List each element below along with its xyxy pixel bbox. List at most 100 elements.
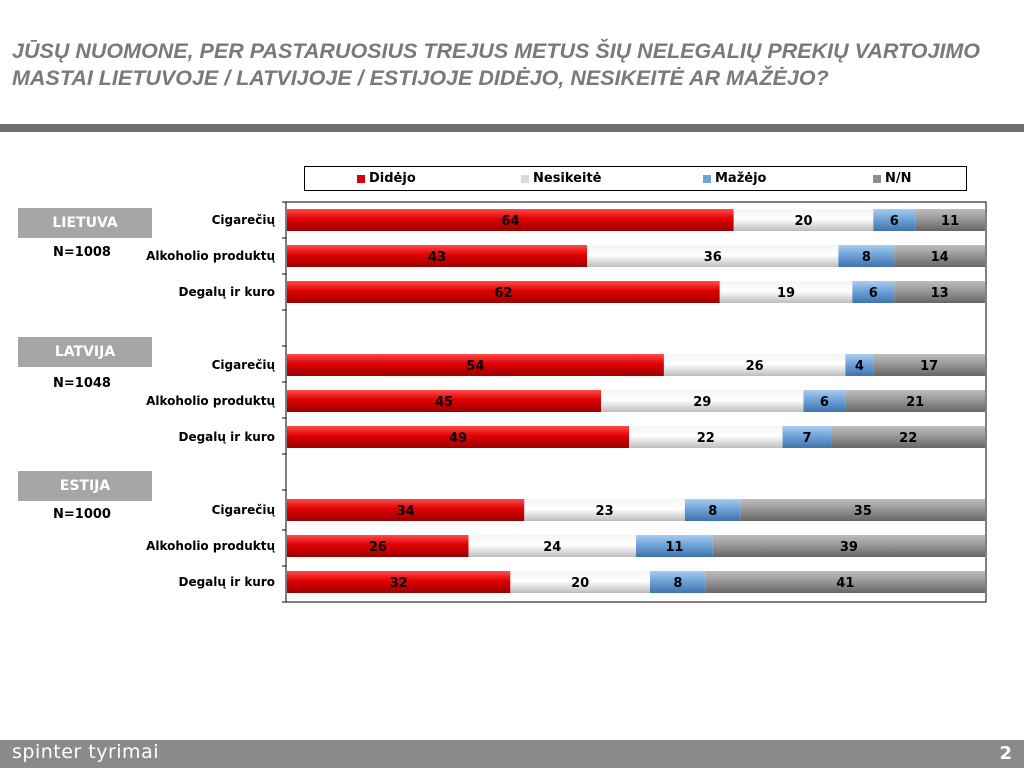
bar-estija-alkoholio-produktu-didejo <box>287 535 469 557</box>
value-label-lietuva-degalu-ir-kuro-nesikeite: 19 <box>777 286 795 301</box>
page-number: 2 <box>999 743 1012 764</box>
category-label-latvija-cigareciu: Cigarečių <box>212 358 276 372</box>
bar-lietuva-degalu-ir-kuro-n-n <box>894 281 985 303</box>
bar-latvija-cigareciu-mazejo <box>845 354 874 376</box>
bar-lietuva-alkoholio-produktu-nesikeite <box>587 245 839 267</box>
sample-size-estija: N=1000 <box>53 507 111 522</box>
country-box-lietuva: LIETUVA <box>18 208 152 238</box>
bar-estija-alkoholio-produktu-mazejo <box>636 535 713 557</box>
legend-swatch-nn <box>873 174 881 183</box>
bar-lietuva-degalu-ir-kuro-nesikeite <box>719 281 853 303</box>
legend-item-nesikeite: Nesikeitė <box>521 171 602 186</box>
value-label-latvija-alkoholio-produktu-mazejo: 6 <box>820 395 829 410</box>
bar-estija-cigareciu-n-n <box>740 499 985 521</box>
value-label-estija-alkoholio-produktu-mazejo: 11 <box>665 540 683 555</box>
bar-estija-cigareciu-nesikeite <box>524 499 685 521</box>
value-label-lietuva-cigareciu-nesikeite: 20 <box>794 214 812 229</box>
value-label-latvija-cigareciu-mazejo: 4 <box>855 359 864 374</box>
bar-latvija-degalu-ir-kuro-didejo <box>287 426 630 448</box>
legend-label-didejo: Didėjo <box>369 171 416 186</box>
category-label-estija-alkoholio-produktu: Alkoholio produktų <box>146 539 275 553</box>
value-label-estija-cigareciu-mazejo: 8 <box>708 504 717 519</box>
value-label-latvija-degalu-ir-kuro-nesikeite: 22 <box>697 431 715 446</box>
value-label-latvija-alkoholio-produktu-didejo: 45 <box>435 395 453 410</box>
legend-swatch-didejo <box>357 174 365 183</box>
bar-latvija-cigareciu-nesikeite <box>663 354 846 376</box>
country-box-estija: ESTIJA <box>18 471 152 501</box>
value-label-lietuva-alkoholio-produktu-mazejo: 8 <box>862 250 871 265</box>
value-label-estija-cigareciu-nesikeite: 23 <box>596 504 614 519</box>
bar-estija-alkoholio-produktu-n-n <box>712 535 985 557</box>
value-label-estija-degalu-ir-kuro-didejo: 32 <box>390 576 408 591</box>
bar-latvija-alkoholio-produktu-n-n <box>845 390 985 412</box>
category-label-latvija-alkoholio-produktu: Alkoholio produktų <box>146 394 275 408</box>
value-label-lietuva-degalu-ir-kuro-mazejo: 6 <box>869 286 878 301</box>
bar-lietuva-alkoholio-produktu-didejo <box>287 245 588 267</box>
value-label-lietuva-alkoholio-produktu-didejo: 43 <box>428 250 446 265</box>
legend-swatch-mazejo <box>703 174 711 183</box>
bar-lietuva-degalu-ir-kuro-mazejo <box>852 281 895 303</box>
bar-latvija-degalu-ir-kuro-mazejo <box>782 426 832 448</box>
bar-latvija-alkoholio-produktu-didejo <box>287 390 602 412</box>
bar-latvija-degalu-ir-kuro-nesikeite <box>629 426 783 448</box>
legend-item-mazejo: Mažėjo <box>703 171 766 186</box>
value-label-lietuva-degalu-ir-kuro-n-n: 13 <box>931 286 949 301</box>
value-label-estija-degalu-ir-kuro-mazejo: 8 <box>673 576 682 591</box>
bar-lietuva-alkoholio-produktu-n-n <box>894 245 985 267</box>
value-label-estija-degalu-ir-kuro-n-n: 41 <box>836 576 854 591</box>
bar-lietuva-degalu-ir-kuro-didejo <box>287 281 720 303</box>
value-label-estija-alkoholio-produktu-n-n: 39 <box>840 540 858 555</box>
value-label-lietuva-alkoholio-produktu-n-n: 14 <box>931 250 949 265</box>
value-label-lietuva-alkoholio-produktu-nesikeite: 36 <box>704 250 722 265</box>
bar-lietuva-alkoholio-produktu-mazejo <box>838 245 895 267</box>
bar-lietuva-cigareciu-n-n <box>915 209 985 231</box>
value-label-latvija-degalu-ir-kuro-didejo: 49 <box>449 431 467 446</box>
footer-bar: spinter tyrimai 2 <box>0 740 1024 768</box>
bar-estija-cigareciu-didejo <box>287 499 525 521</box>
value-label-lietuva-cigareciu-didejo: 64 <box>501 214 519 229</box>
value-label-latvija-cigareciu-nesikeite: 26 <box>746 359 764 374</box>
bar-lietuva-cigareciu-mazejo <box>873 209 916 231</box>
value-label-lietuva-cigareciu-mazejo: 6 <box>890 214 899 229</box>
legend-label-mazejo: Mažėjo <box>715 171 767 186</box>
bar-latvija-alkoholio-produktu-mazejo <box>803 390 846 412</box>
value-label-estija-alkoholio-produktu-nesikeite: 24 <box>543 540 561 555</box>
slide-title: JŪSŲ NUOMONE, PER PASTARUOSIUS TREJUS ME… <box>12 39 981 90</box>
bar-lietuva-cigareciu-nesikeite <box>733 209 874 231</box>
category-label-latvija-degalu-ir-kuro: Degalų ir kuro <box>178 430 275 444</box>
legend-label-nesikeite: Nesikeitė <box>533 171 602 186</box>
value-label-latvija-alkoholio-produktu-nesikeite: 29 <box>693 395 711 410</box>
category-label-lietuva-degalu-ir-kuro: Degalų ir kuro <box>178 285 275 299</box>
value-label-latvija-alkoholio-produktu-n-n: 21 <box>906 395 924 410</box>
category-label-lietuva-alkoholio-produktu: Alkoholio produktų <box>146 249 275 263</box>
category-label-estija-degalu-ir-kuro: Degalų ir kuro <box>178 575 275 589</box>
bar-estija-cigareciu-mazejo <box>684 499 741 521</box>
value-label-latvija-degalu-ir-kuro-mazejo: 7 <box>802 431 811 446</box>
brand-logo-text: spinter tyrimai <box>12 741 159 763</box>
bar-estija-degalu-ir-kuro-n-n <box>705 571 985 593</box>
bar-estija-alkoholio-produktu-nesikeite <box>468 535 636 557</box>
bar-latvija-degalu-ir-kuro-n-n <box>831 426 985 448</box>
sample-size-lietuva: N=1008 <box>53 245 111 260</box>
value-label-latvija-cigareciu-didejo: 54 <box>466 359 484 374</box>
chart-legend: Didėjo Nesikeitė Mažėjo N/N <box>304 166 967 191</box>
legend-item-nn: N/N <box>873 171 912 186</box>
category-label-lietuva-cigareciu: Cigarečių <box>212 213 276 227</box>
value-label-estija-cigareciu-n-n: 35 <box>854 504 872 519</box>
bar-latvija-alkoholio-produktu-nesikeite <box>601 390 804 412</box>
bar-latvija-cigareciu-didejo <box>287 354 664 376</box>
legend-swatch-nesikeite <box>521 174 529 183</box>
value-label-lietuva-degalu-ir-kuro-didejo: 62 <box>494 286 512 301</box>
value-label-estija-degalu-ir-kuro-nesikeite: 20 <box>571 576 589 591</box>
value-label-estija-alkoholio-produktu-didejo: 26 <box>369 540 387 555</box>
value-label-lietuva-cigareciu-n-n: 11 <box>941 214 959 229</box>
bar-estija-degalu-ir-kuro-nesikeite <box>510 571 650 593</box>
legend-label-nn: N/N <box>885 171 912 186</box>
value-label-latvija-cigareciu-n-n: 17 <box>920 359 938 374</box>
bar-latvija-cigareciu-n-n <box>873 354 985 376</box>
bar-lietuva-cigareciu-didejo <box>287 209 734 231</box>
bar-estija-degalu-ir-kuro-mazejo <box>649 571 706 593</box>
bar-estija-degalu-ir-kuro-didejo <box>287 571 511 593</box>
